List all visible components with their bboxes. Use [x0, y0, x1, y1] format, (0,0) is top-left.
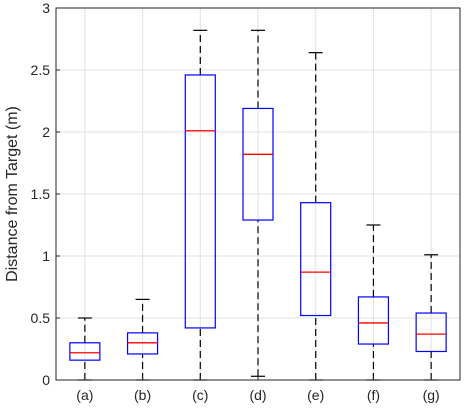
y-tick-label: 2 — [42, 124, 50, 140]
x-tick-label: (a) — [76, 387, 93, 403]
box-iqr — [300, 202, 332, 317]
x-tick-label: (g) — [423, 387, 440, 403]
box-iqr — [69, 342, 101, 361]
box-iqr — [242, 107, 274, 221]
box-2 — [184, 29, 216, 381]
y-axis-ticks: 0 0.5 1 1.5 2 2.5 3 — [31, 0, 60, 388]
y-tick-label: 1 — [42, 248, 50, 264]
box-iqr — [184, 74, 216, 329]
box-4 — [300, 52, 332, 381]
box-iqr — [415, 312, 447, 353]
y-tick-label: 1.5 — [31, 186, 51, 202]
x-tick-label: (f) — [367, 387, 380, 403]
x-tick-label: (e) — [307, 387, 324, 403]
x-tick-label: (c) — [192, 387, 208, 403]
y-tick-label: 3 — [42, 0, 50, 16]
box-series — [69, 29, 447, 381]
y-axis-label: Distance from Target (m) — [4, 106, 21, 282]
x-axis-ticks: (a) (b) (c) (d) (e) (f) (g) — [76, 376, 440, 403]
x-tick-label: (d) — [249, 387, 266, 403]
box-iqr — [357, 296, 390, 345]
box-3 — [242, 29, 274, 377]
y-tick-label: 2.5 — [31, 62, 51, 78]
x-tick-label: (b) — [134, 387, 151, 403]
y-tick-label: 0 — [42, 372, 50, 388]
y-tick-label: 0.5 — [31, 310, 51, 326]
